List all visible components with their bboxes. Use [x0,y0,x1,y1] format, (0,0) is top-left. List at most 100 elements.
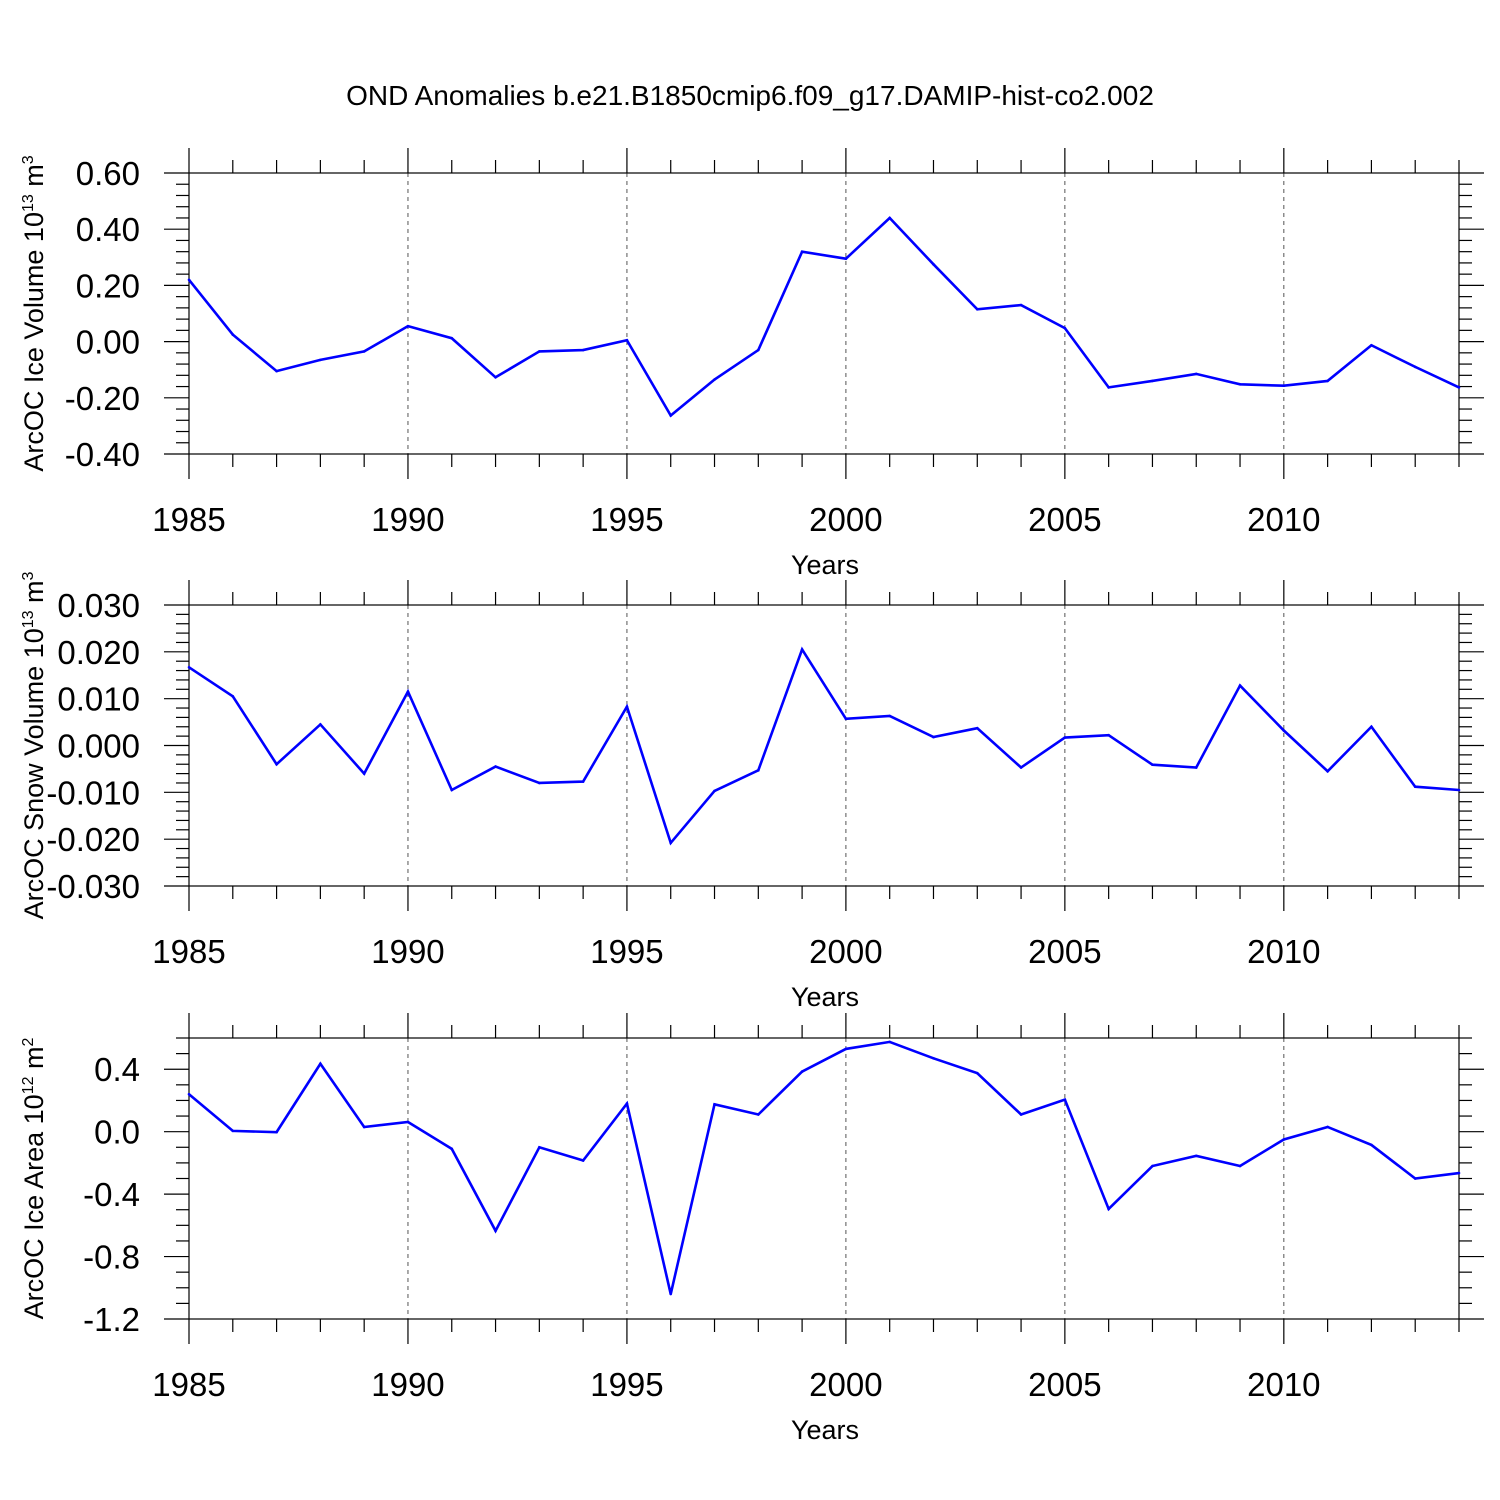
panel-3: -1.2 -0.8 -0.4 0.0 0.4 1985 1990 1995 2000 2005 20… [19,1013,1484,1445]
data-point [713,1103,716,1106]
data-point [1151,763,1154,767]
y-tick-label: 0.0 [94,1114,140,1151]
x-tick-label: 2005 [1028,933,1101,970]
data-point [888,1040,891,1044]
y-axis-label-unit-exp: 2 [20,1038,37,1047]
data-point [1063,326,1067,330]
data-point [888,216,891,220]
data-point [187,665,191,669]
data-point [187,278,191,282]
x-axis-label: Years [791,1415,859,1445]
data-point [275,762,278,766]
y-axis-label: ArcOC Ice Area 1012 m2 [19,1038,49,1320]
y-axis-label: ArcOC Ice Volume 1013 m3 [19,155,49,471]
x-tick-label: 1985 [152,1366,225,1403]
data-point [800,1070,804,1073]
plot-frame [188,172,1460,455]
data-point [844,257,848,261]
y-tick-label: -0.030 [46,868,140,905]
data-point [494,765,497,768]
data-point [1370,725,1373,729]
series-line-snow-volume [188,646,1460,846]
data-point [844,717,848,721]
data-point [581,780,585,783]
y-tick-label: 0.00 [76,324,140,361]
data-point [1194,1154,1198,1158]
data-point [713,378,716,381]
y-axis-label-unit: m [19,580,49,610]
x-tick-label: 2010 [1247,1366,1320,1403]
data-point [1457,788,1461,792]
y-tick-label: -0.010 [46,774,140,811]
data-point [932,735,935,739]
data-point [757,769,760,772]
data-point [1282,384,1286,388]
y-tick-label: 0.030 [57,587,140,624]
series-line-ice-volume [187,216,1460,418]
data-point [1326,1125,1329,1129]
y-tick-label: -0.40 [65,436,140,473]
data-point [625,705,629,708]
y-axis-label-exp: 13 [20,194,37,212]
data-point [1151,379,1154,383]
data-point [1282,729,1286,732]
data-point [581,348,585,352]
data-point [625,338,629,342]
data-point [362,350,366,353]
data-point [319,358,322,362]
data-point [275,1130,278,1134]
y-tick-label: -0.20 [65,380,140,417]
data-point [975,726,979,730]
y-axis-label-exp: 13 [20,610,37,628]
x-tick-label: 1985 [152,501,225,538]
data-point [669,414,673,417]
plot-frame [188,1037,1460,1320]
data-point [231,333,235,336]
data-point [1151,1164,1154,1168]
data-point [362,1125,366,1129]
data-point [1019,1113,1023,1116]
data-point [1413,1177,1417,1180]
data-point [1019,766,1023,769]
x-tick-label: 2010 [1247,933,1320,970]
data-point [450,1147,454,1151]
data-point [231,1129,235,1133]
data-point [757,348,760,352]
data-point [1457,1171,1461,1175]
data-point [932,1056,935,1060]
y-axis-label-exp: 12 [20,1076,37,1094]
x-tick-label: 1985 [152,933,225,970]
series-line-ice-area [188,1040,1460,1295]
data-point [538,1145,541,1149]
data-point [1194,766,1198,769]
y-axis-label-base: ArcOC Snow Volume 10 [19,628,49,919]
data-point [581,1159,585,1162]
panel-1: -0.40 -0.20 0.00 0.20 0.40 0.60 1985 1990 1995 20… [19,148,1484,580]
y-tick-label: 0.60 [76,155,140,192]
data-point [1457,386,1461,389]
data-point [1238,383,1242,386]
x-tick-label: 1995 [590,1366,663,1403]
y-tick-label: 0.4 [94,1051,140,1088]
y-tick-label: 0.20 [76,267,140,304]
data-point [406,324,410,328]
x-tick-label: 2005 [1028,1366,1101,1403]
panel-2: -0.030 -0.020 -0.010 0.000 0.010 0.020 0.030 19… [19,571,1484,1012]
x-axis-label: Years [791,550,859,580]
data-point [1282,1138,1286,1141]
x-tick-label: 1990 [371,501,444,538]
data-point [888,714,891,718]
data-point [1326,379,1329,383]
x-tick-label: 1995 [590,933,663,970]
data-point [1370,343,1373,347]
y-axis-label-unit-exp: 3 [20,155,37,164]
data-point [669,841,673,845]
data-point [975,1071,979,1075]
x-tick-label: 2000 [809,933,882,970]
data-point [1107,1207,1110,1211]
x-tick-label: 2000 [809,1366,882,1403]
y-tick-label: -0.8 [83,1239,140,1276]
y-tick-label: -0.4 [83,1176,140,1213]
data-point [625,1102,629,1105]
